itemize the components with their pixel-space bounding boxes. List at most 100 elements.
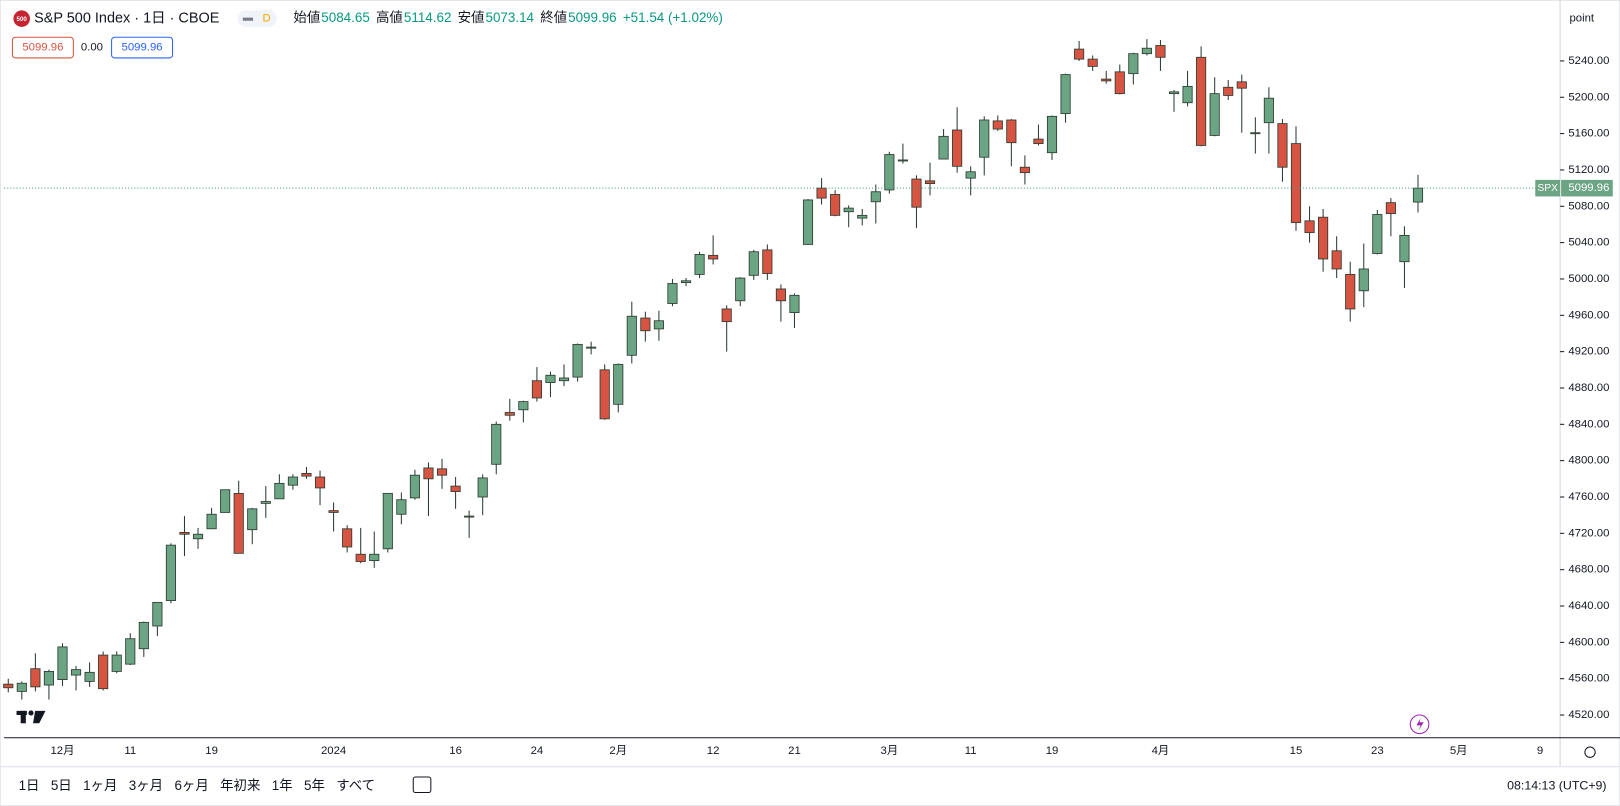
candle-body [830, 194, 841, 216]
candle-body [179, 532, 190, 535]
candle-body [1101, 78, 1112, 82]
candle-body [1304, 220, 1315, 234]
buy-price: 5099.96 [122, 42, 163, 54]
candle-body [409, 474, 420, 499]
candle-body [952, 129, 963, 167]
x-tick-label: 12月 [50, 745, 74, 757]
candle-body [1046, 115, 1058, 154]
candle-body [382, 492, 393, 550]
chart-title: S&P 500 Index · 1日 · CBOE [34, 10, 220, 26]
logo-text: 500 [17, 16, 28, 23]
candle-body [274, 482, 285, 500]
x-tick-label: 11 [124, 745, 136, 757]
candle-body [287, 476, 298, 486]
settings-icon[interactable] [1584, 746, 1596, 758]
candle-body [586, 346, 597, 349]
ohlc-legend: 始値 5084.65 高値 5114.62 安値 5073.14 終値 5099.96 +51.… [293, 9, 722, 25]
unit-button[interactable] [1563, 6, 1615, 29]
range-button[interactable]: 5日 [51, 778, 72, 793]
candle-body [1074, 48, 1085, 60]
candle-body [708, 254, 719, 260]
candle-body [640, 317, 651, 332]
candle-body [328, 510, 339, 513]
candle-body [43, 671, 54, 686]
y-tick-label: 5040.00 [1568, 237, 1609, 249]
y-tick-label: 4640.00 [1568, 600, 1609, 612]
candle-body [1277, 123, 1288, 168]
candle-body [1331, 250, 1342, 270]
y-tick-label: 4920.00 [1568, 346, 1609, 358]
y-tick-label: 5200.00 [1568, 91, 1609, 103]
candle-body [558, 377, 570, 382]
candle-body [816, 187, 827, 199]
candle-body [599, 369, 610, 420]
candle-body [1385, 202, 1396, 214]
x-tick-label: 12 [707, 745, 720, 757]
candle-body [924, 180, 936, 184]
range-button[interactable]: 1ヶ月 [83, 778, 117, 793]
legend-label: 高値 [376, 9, 403, 25]
candle-body [518, 401, 529, 411]
scale-unit: point [1569, 13, 1594, 25]
y-tick-label: 4520.00 [1568, 709, 1609, 721]
candle-body [1155, 45, 1166, 58]
range-button[interactable]: 5年 [304, 778, 325, 793]
plot-area [3, 39, 1561, 700]
candle-body [680, 280, 692, 284]
candle-body [1223, 86, 1234, 96]
candle-body [653, 320, 664, 330]
range-button[interactable]: すべて [336, 778, 375, 793]
candle-body [1250, 132, 1261, 135]
legend-value: 5084.65 [321, 10, 370, 25]
candle-body [220, 489, 231, 513]
x-tick-label: 19 [1046, 745, 1059, 757]
y-tick-label: 4600.00 [1568, 636, 1609, 648]
candle-body [789, 294, 800, 313]
candle-body [1033, 138, 1044, 145]
candle-body [1290, 143, 1302, 224]
candle-body [206, 513, 217, 530]
status-pill [237, 10, 277, 27]
symbol-tag: SPX [1537, 183, 1558, 194]
candle-body [396, 499, 407, 515]
y-tick-label: 4680.00 [1568, 564, 1609, 576]
candle-body [1087, 58, 1098, 67]
candle-body [1263, 97, 1274, 124]
range-button[interactable]: 1日 [19, 778, 40, 793]
x-tick-label: 5月 [1450, 745, 1468, 757]
y-tick-label: 5000.00 [1568, 273, 1609, 285]
candle-body [1412, 187, 1424, 203]
candle-body [1168, 91, 1180, 95]
range-button[interactable]: 1年 [272, 778, 293, 793]
y-tick-label: 4880.00 [1568, 382, 1609, 394]
candle-body [572, 343, 583, 378]
logo-part [28, 710, 34, 716]
logo-part [33, 710, 46, 724]
candle-body [1114, 71, 1125, 95]
candle-body [70, 669, 82, 676]
x-tick-label: 11 [965, 745, 977, 757]
x-tick-label: 16 [449, 745, 462, 757]
spread: 0.00 [81, 42, 103, 54]
date-range-icon[interactable] [412, 776, 432, 794]
range-button[interactable]: 3ヶ月 [129, 778, 163, 793]
range-button[interactable]: 6ヶ月 [174, 778, 208, 793]
tv-logo [16, 710, 46, 724]
candle-body [694, 254, 705, 275]
x-tick-label: 19 [205, 745, 218, 757]
x-tick-label: 4月 [1152, 745, 1170, 757]
candle-body [125, 638, 136, 665]
candle-body [84, 671, 95, 682]
range-button[interactable]: 年初来 [220, 778, 260, 793]
candle-body [138, 621, 149, 650]
candle-body [477, 477, 488, 498]
legend-label: 終値 [540, 10, 567, 25]
buy-box[interactable] [111, 36, 174, 59]
candle-body [911, 178, 922, 208]
candle-body [735, 277, 746, 302]
sell-price: 5099.96 [22, 42, 63, 54]
y-tick-label: 4760.00 [1568, 491, 1609, 503]
symbol-logo [13, 10, 30, 27]
sell-box[interactable] [11, 36, 74, 59]
candle-body [775, 288, 786, 302]
